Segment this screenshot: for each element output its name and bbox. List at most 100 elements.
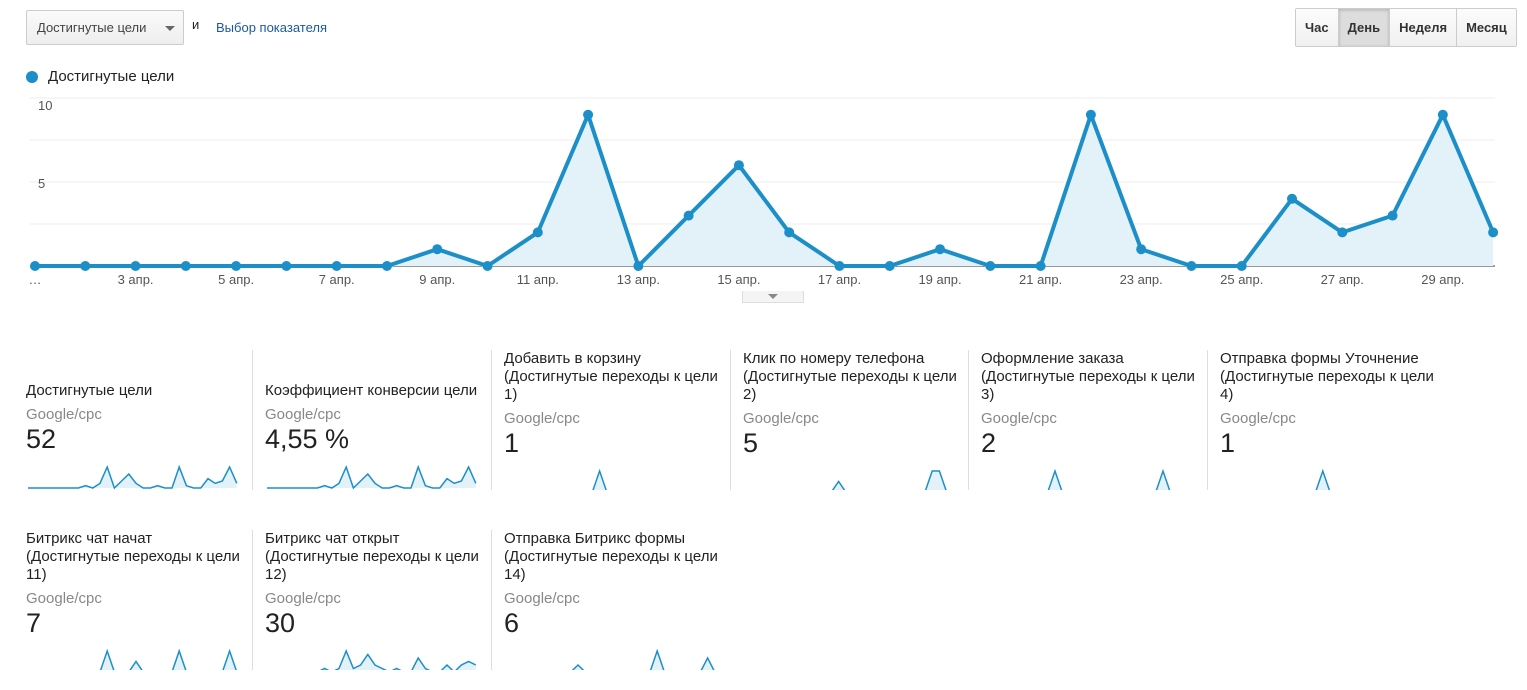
scorecard-segment: Google/cpc [504, 590, 580, 607]
data-point [281, 261, 292, 271]
sparkline [267, 464, 477, 490]
data-point [935, 244, 946, 255]
data-point [130, 261, 141, 271]
data-point [80, 261, 91, 271]
data-point [30, 261, 40, 271]
data-point [381, 261, 392, 271]
x-tick-label: 9 апр. [419, 272, 455, 287]
sparkline-line [267, 464, 477, 490]
data-point [1136, 244, 1147, 255]
scorecard[interactable]: Отправка Битрикс формы (Достигнутые пере… [491, 530, 719, 670]
y-tick-label: 10 [38, 98, 52, 113]
scorecard[interactable]: Оформление заказа (Достигнутые переходы … [968, 350, 1196, 490]
sparkline-area [572, 651, 714, 670]
scorecard-value: 1 [1220, 428, 1236, 458]
data-point [1437, 109, 1448, 120]
period-month-button[interactable]: Месяц [1456, 9, 1516, 46]
scorecard-title: Оформление заказа (Достигнутые переходы … [981, 350, 1195, 403]
scorecard-segment: Google/cpc [504, 410, 580, 427]
scorecard[interactable]: Клик по номеру телефона (Достигнутые пер… [730, 350, 958, 490]
sparkline-line [592, 468, 607, 490]
data-point [985, 261, 996, 271]
main-line-chart: 5 10 … 3 апр. 5 апр. 7 апр. 9 апр. 11 апр. 13 ап… [29, 97, 1499, 287]
data-point [1035, 261, 1046, 271]
scorecard[interactable]: Битрикс чат открыт (Достигнутые переходы… [252, 530, 480, 670]
scorecard-value: 30 [265, 608, 296, 638]
chart-legend: Достигнутые цели [26, 68, 174, 85]
scorecard[interactable]: Битрикс чат начат (Достигнутые переходы … [26, 530, 241, 670]
legend-label: Достигнутые цели [48, 68, 175, 85]
sparkline [1047, 468, 1171, 490]
sparkline [319, 649, 477, 670]
scorecard-segment: Google/cpc [743, 410, 819, 427]
scorecard[interactable]: Достигнутые цели Google/cpc 52 [26, 350, 241, 490]
sparkline-line [571, 648, 715, 670]
data-point [231, 261, 242, 271]
y-tick-label: 5 [38, 176, 45, 191]
scorecard[interactable]: Коэффициент конверсии цели Google/cpc 4,… [252, 350, 480, 490]
data-point [683, 210, 694, 221]
sparkline-line [99, 648, 237, 670]
scorecard-title: Битрикс чат открыт (Достигнутые переходы… [265, 530, 479, 583]
data-point [1236, 261, 1247, 271]
chevron-down-icon [165, 26, 175, 31]
data-point [432, 244, 443, 255]
scorecard-segment: Google/cpc [265, 590, 341, 607]
scorecard-title: Отправка Битрикс формы (Достигнутые пере… [504, 530, 718, 583]
x-tick-label: 15 апр. [717, 272, 760, 287]
period-hour-button[interactable]: Час [1296, 9, 1338, 46]
data-point [1337, 227, 1348, 238]
data-point [633, 261, 644, 271]
scorecard-title: Отправка формы Уточнение (Достигнутые пе… [1220, 350, 1434, 403]
period-week-button[interactable]: Неделя [1389, 9, 1457, 46]
series-line [35, 112, 1495, 268]
data-point [834, 261, 845, 271]
sparkline [1315, 468, 1331, 490]
sparkline-line [319, 649, 477, 670]
sparkline-line [831, 470, 947, 490]
sparkline [28, 464, 238, 490]
scorecard[interactable]: Добавить в корзину (Достигнутые переходы… [491, 350, 719, 490]
scorecard-value: 7 [26, 608, 42, 638]
data-point [482, 261, 493, 271]
x-tick-label: 17 апр. [818, 272, 861, 287]
data-point [1085, 109, 1096, 120]
x-tick-label: 3 апр. [118, 272, 154, 287]
data-point [1287, 193, 1297, 204]
x-tick-label: 7 апр. [319, 272, 355, 287]
scorecard-value: 52 [26, 424, 57, 454]
sparkline-line [1047, 468, 1171, 490]
scorecard-title: Клик по номеру телефона (Достигнутые пер… [743, 350, 957, 403]
data-point [1186, 261, 1197, 271]
period-day-button[interactable]: День [1337, 9, 1390, 46]
expand-chart-button[interactable] [742, 291, 804, 303]
x-tick-label: 13 апр. [617, 272, 660, 287]
data-point [884, 261, 895, 271]
scorecard-segment: Google/cpc [265, 406, 341, 423]
scorecard-segment: Google/cpc [1220, 410, 1296, 427]
x-tick-label: 27 апр. [1321, 272, 1364, 287]
sparkline-line [1315, 468, 1331, 490]
x-tick-label: 29 апр. [1421, 272, 1464, 287]
data-point [180, 261, 191, 271]
select-metric-link[interactable]: Выбор показателя [216, 20, 327, 35]
scorecard[interactable]: Отправка формы Уточнение (Достигнутые пе… [1207, 350, 1435, 490]
data-point [331, 261, 342, 271]
scorecard-value: 1 [504, 428, 520, 458]
scorecard-value: 4,55 % [265, 424, 350, 454]
x-tick-label: 23 апр. [1120, 272, 1163, 287]
legend-dot-icon [26, 70, 38, 83]
data-point [1387, 210, 1398, 221]
scorecard-title: Добавить в корзину (Достигнутые переходы… [504, 350, 718, 403]
period-selector: Час День Неделя Месяц [1295, 8, 1517, 47]
x-tick-label: 21 апр. [1019, 272, 1062, 287]
data-point [733, 160, 744, 171]
x-tick-label: 5 апр. [218, 272, 254, 287]
sparkline [831, 470, 947, 490]
scorecard-segment: Google/cpc [26, 590, 102, 607]
data-point [532, 227, 543, 238]
data-point [784, 227, 795, 238]
sparkline-line [28, 464, 238, 490]
sparkline-area [1316, 471, 1330, 490]
metric-select[interactable]: Достигнутые цели [26, 10, 184, 45]
